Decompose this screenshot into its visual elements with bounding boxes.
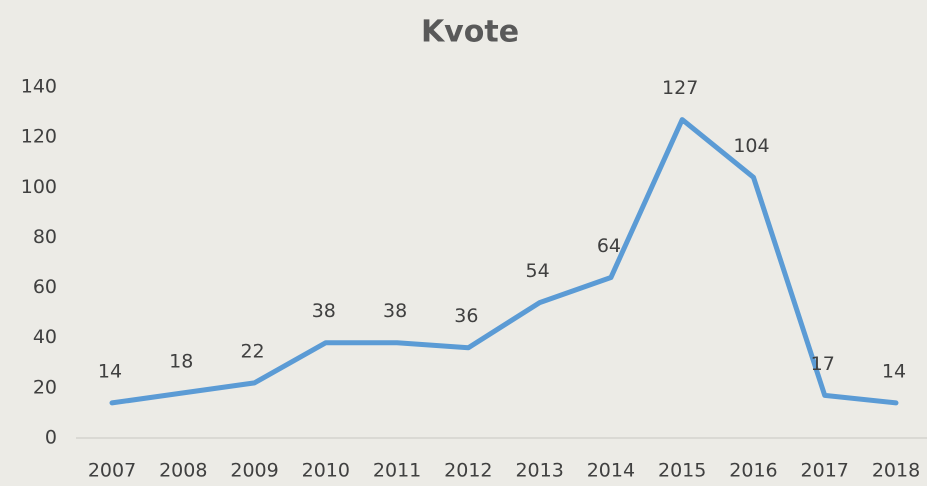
x-tick-label: 2010 bbox=[302, 460, 350, 482]
chart-title: Kvote bbox=[421, 15, 519, 50]
x-tick-label: 2016 bbox=[729, 460, 777, 482]
y-tick-label: 60 bbox=[33, 276, 57, 298]
y-tick-label: 0 bbox=[45, 427, 57, 449]
y-tick-label: 140 bbox=[21, 76, 57, 98]
data-label: 14 bbox=[882, 360, 906, 382]
data-label: 36 bbox=[454, 305, 478, 327]
data-label: 22 bbox=[240, 340, 264, 362]
data-label: 17 bbox=[811, 353, 835, 375]
data-label: 18 bbox=[169, 350, 193, 372]
data-label: 127 bbox=[662, 77, 698, 99]
data-label: 64 bbox=[597, 235, 621, 257]
x-tick-label: 2013 bbox=[515, 460, 563, 482]
y-tick-label: 20 bbox=[33, 376, 57, 398]
x-tick-label: 2012 bbox=[444, 460, 492, 482]
x-tick-label: 2018 bbox=[872, 460, 920, 482]
x-tick-label: 2008 bbox=[159, 460, 207, 482]
y-tick-label: 100 bbox=[21, 176, 57, 198]
data-label: 54 bbox=[526, 260, 550, 282]
y-tick-label: 80 bbox=[33, 226, 57, 248]
y-tick-label: 40 bbox=[33, 326, 57, 348]
line bbox=[109, 117, 899, 406]
x-tick-label: 2011 bbox=[373, 460, 421, 482]
x-tick-label: 2007 bbox=[88, 460, 136, 482]
x-tick-label: 2017 bbox=[801, 460, 849, 482]
data-label: 38 bbox=[312, 300, 336, 322]
data-label: 38 bbox=[383, 300, 407, 322]
y-tick-label: 120 bbox=[21, 126, 57, 148]
data-label: 14 bbox=[98, 360, 122, 382]
x-tick-label: 2014 bbox=[587, 460, 635, 482]
x-tick-label: 2009 bbox=[230, 460, 278, 482]
x-tick-label: 2015 bbox=[658, 460, 706, 482]
data-label: 104 bbox=[733, 135, 769, 157]
